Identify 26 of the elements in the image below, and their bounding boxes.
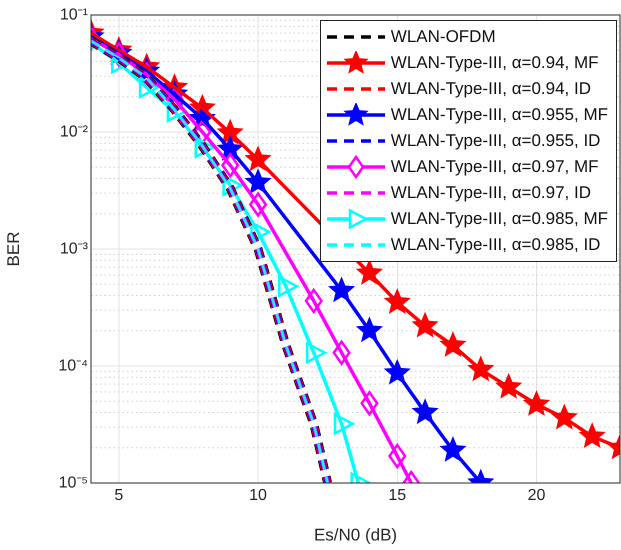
x-tick-label: 5	[114, 487, 124, 504]
y-tick-label: 10⁻²	[60, 123, 89, 140]
point	[221, 152, 240, 178]
x-tick-label: 15	[388, 487, 406, 504]
legend-label: WLAN-Type-III, α=0.94, MF	[390, 53, 599, 73]
y-tick-label: 10⁻⁴	[58, 357, 88, 374]
legend-label: WLAN-Type-III, α=0.955, MF	[390, 105, 608, 125]
legend-label: WLAN-Type-III, α=0.97, ID	[390, 183, 591, 203]
legend-label: WLAN-OFDM	[390, 27, 496, 47]
x-tick-label: 20	[528, 487, 546, 504]
legend-label: WLAN-Type-III, α=0.94, ID	[390, 79, 591, 99]
point	[388, 444, 406, 468]
y-tick-label: 10⁻³	[60, 240, 89, 258]
point	[304, 288, 323, 314]
legend-label: WLAN-Type-III, α=0.985, MF	[390, 209, 608, 229]
point	[332, 340, 351, 365]
point	[360, 391, 378, 416]
x-tick-label: 10	[249, 487, 268, 504]
x-axis-title: Es/N0 (dB)	[314, 525, 398, 544]
legend-label: WLAN-Type-III, α=0.955, ID	[390, 131, 600, 151]
point	[249, 192, 268, 217]
legend-label: WLAN-Type-III, α=0.985, ID	[390, 235, 600, 255]
legend-label: WLAN-Type-III, α=0.97, MF	[390, 157, 599, 177]
y-axis-title: BER	[4, 232, 23, 266]
y-tick-label: 10⁻⁵	[58, 474, 88, 492]
y-tick-label: 10⁻¹	[60, 6, 88, 24]
